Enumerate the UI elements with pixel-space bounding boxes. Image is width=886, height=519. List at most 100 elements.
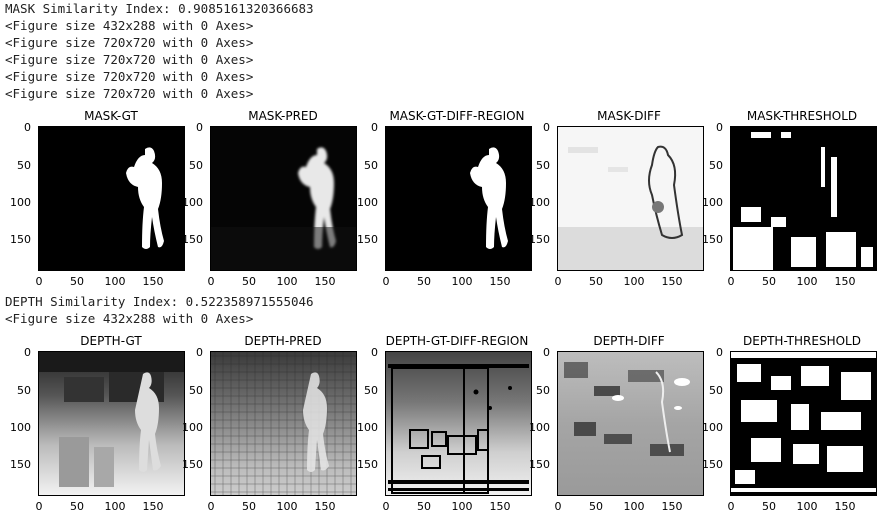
panel-title: MASK-DIFF (597, 109, 661, 123)
x-tick-label: 0 (554, 500, 562, 513)
y-tick-label: 50 (364, 384, 378, 397)
mask-threshold-image (730, 126, 877, 271)
depth-gt-diff-region-image (385, 351, 532, 496)
y-tick-label: 50 (536, 159, 550, 172)
depth-diff-image (557, 351, 704, 496)
y-tick-label: 150 (10, 458, 31, 471)
y-tick-label: 150 (182, 233, 203, 246)
x-tick-label: 0 (554, 275, 562, 288)
y-tick-label: 50 (364, 159, 378, 172)
x-tick-label: 100 (276, 275, 298, 288)
panel-title: DEPTH-DIFF (593, 334, 665, 348)
y-tick-label: 0 (24, 346, 31, 359)
y-tick-label: 50 (709, 159, 723, 172)
y-tick-label: 50 (189, 384, 203, 397)
panel-title: DEPTH-GT (80, 334, 142, 348)
x-tick-label: 150 (314, 500, 336, 513)
x-tick-label: 150 (661, 275, 683, 288)
y-tick-label: 100 (182, 421, 203, 434)
figure-line-5: <Figure size 720x720 with 0 Axes> (5, 86, 254, 101)
x-tick-label: 100 (451, 275, 473, 288)
panel-title: MASK-THRESHOLD (746, 109, 858, 123)
panel-title: MASK-GT (84, 109, 138, 123)
y-tick-label: 150 (10, 233, 31, 246)
y-tick-label: 100 (10, 196, 31, 209)
person-silhouette-icon (470, 147, 508, 249)
x-tick-label: 100 (104, 500, 126, 513)
x-tick-label: 50 (70, 500, 84, 513)
y-tick-label: 100 (529, 421, 550, 434)
x-tick-label: 0 (382, 275, 390, 288)
y-tick-label: 150 (182, 458, 203, 471)
x-tick-label: 100 (796, 500, 818, 513)
y-tick-label: 150 (357, 458, 378, 471)
diff-pattern (558, 145, 703, 270)
y-tick-label: 0 (196, 346, 203, 359)
x-tick-label: 150 (661, 500, 683, 513)
person-silhouette-icon (126, 147, 164, 249)
y-tick-label: 50 (17, 159, 31, 172)
y-tick-label: 150 (702, 458, 723, 471)
y-tick-label: 100 (702, 196, 723, 209)
y-tick-label: 50 (17, 384, 31, 397)
x-tick-label: 100 (623, 500, 645, 513)
x-tick-label: 150 (489, 275, 511, 288)
mask-diff-image (557, 126, 704, 271)
x-tick-label: 50 (70, 275, 84, 288)
x-tick-label: 0 (35, 500, 43, 513)
depth-pred-pattern (211, 352, 356, 495)
y-tick-label: 100 (182, 196, 203, 209)
x-tick-label: 150 (314, 275, 336, 288)
figure-line-2: <Figure size 720x720 with 0 Axes> (5, 35, 254, 50)
y-tick-label: 150 (702, 233, 723, 246)
depth-gt-image (38, 351, 185, 496)
panel-title: MASK-GT-DIFF-REGION (389, 109, 525, 123)
y-tick-label: 0 (371, 121, 378, 134)
depth-diff-pattern (564, 362, 690, 456)
x-tick-label: 150 (142, 275, 164, 288)
x-tick-label: 0 (727, 275, 735, 288)
y-tick-label: 0 (543, 121, 550, 134)
y-tick-label: 50 (709, 384, 723, 397)
y-tick-label: 100 (357, 196, 378, 209)
x-tick-label: 0 (382, 500, 390, 513)
y-tick-label: 100 (702, 421, 723, 434)
y-tick-label: 0 (24, 121, 31, 134)
x-tick-label: 100 (796, 275, 818, 288)
x-tick-label: 100 (104, 275, 126, 288)
y-tick-label: 50 (536, 384, 550, 397)
y-tick-label: 100 (529, 196, 550, 209)
x-tick-label: 50 (589, 275, 603, 288)
depth-scene (39, 352, 184, 487)
depth-threshold-pattern (731, 352, 876, 492)
x-tick-label: 100 (623, 275, 645, 288)
y-tick-label: 150 (529, 233, 550, 246)
x-tick-label: 50 (417, 275, 431, 288)
depth-threshold-image (730, 351, 877, 496)
x-tick-label: 0 (207, 275, 215, 288)
figure-line-3: <Figure size 720x720 with 0 Axes> (5, 52, 254, 67)
mask-gt-diff-region-image (385, 126, 532, 271)
y-tick-label: 0 (716, 121, 723, 134)
x-tick-label: 50 (762, 275, 776, 288)
figure-line-1: <Figure size 432x288 with 0 Axes> (5, 18, 254, 33)
x-tick-label: 150 (489, 500, 511, 513)
y-tick-label: 150 (357, 233, 378, 246)
mask-gt-image (38, 126, 185, 271)
panel-title: DEPTH-THRESHOLD (743, 334, 861, 348)
x-tick-label: 0 (35, 275, 43, 288)
x-tick-label: 50 (242, 275, 256, 288)
y-tick-label: 0 (196, 121, 203, 134)
x-tick-label: 50 (589, 500, 603, 513)
y-tick-label: 100 (10, 421, 31, 434)
y-tick-label: 0 (371, 346, 378, 359)
x-tick-label: 50 (242, 500, 256, 513)
depth-pred-image (210, 351, 357, 496)
person-silhouette-icon (211, 147, 356, 270)
y-tick-label: 150 (529, 458, 550, 471)
x-tick-label: 0 (207, 500, 215, 513)
y-tick-label: 100 (357, 421, 378, 434)
depth-figure-line: <Figure size 432x288 with 0 Axes> (5, 311, 254, 326)
x-tick-label: 0 (727, 500, 735, 513)
y-tick-label: 0 (716, 346, 723, 359)
